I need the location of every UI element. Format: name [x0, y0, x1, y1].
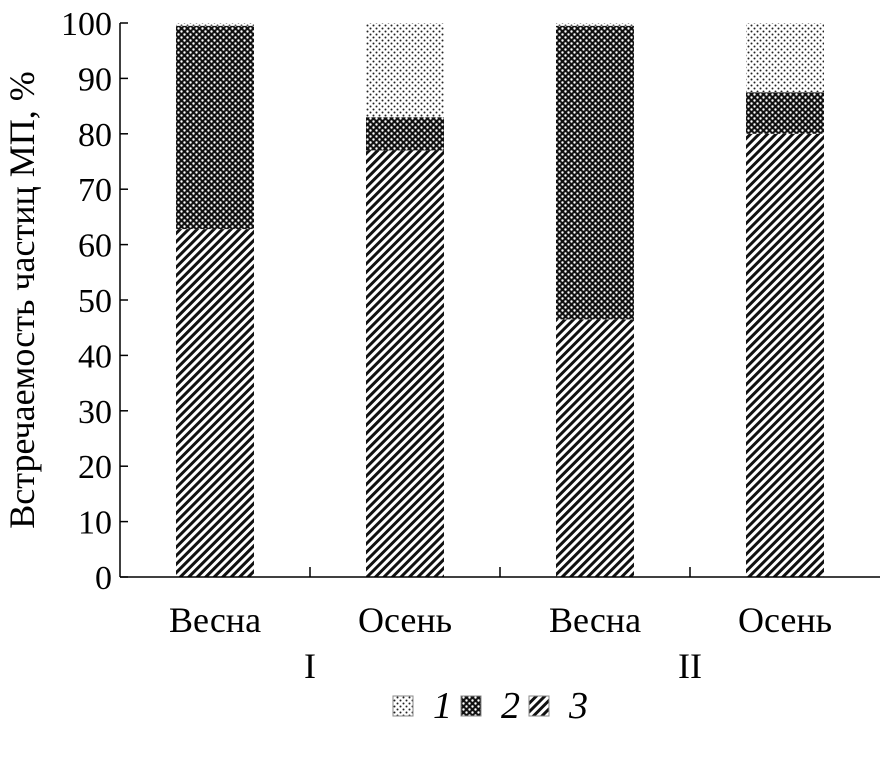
bar-segment-series-3	[746, 133, 824, 578]
x-tick-label: Весна	[169, 600, 261, 640]
y-tick-label: 80	[78, 117, 112, 154]
bar-segment-series-2	[746, 92, 824, 134]
group-label: I	[304, 646, 316, 686]
legend-label: 3	[568, 685, 588, 727]
bar-segment-series-3	[366, 150, 444, 578]
x-tick-label: Весна	[549, 600, 641, 640]
y-tick-label: 40	[78, 338, 112, 375]
y-tick-label: 20	[78, 449, 112, 486]
legend-swatch-1	[392, 695, 414, 717]
bar-segment-series-2	[556, 25, 634, 320]
legend-swatch-3	[528, 695, 550, 717]
bar-segment-series-2	[176, 25, 254, 230]
y-tick-label: 30	[78, 394, 112, 431]
bar-segment-series-2	[366, 117, 444, 151]
x-tick-label: Осень	[738, 600, 832, 640]
x-tick-label: Осень	[358, 600, 452, 640]
bar-segment-series-1	[746, 23, 824, 93]
y-tick-label: 70	[78, 172, 112, 209]
bar-segment-series-1	[556, 23, 634, 26]
bar-segment-series-1	[366, 23, 444, 118]
bar-segment-series-3	[176, 229, 254, 577]
group-label: II	[678, 646, 702, 686]
bar-segment-series-3	[556, 319, 634, 577]
y-tick-label: 60	[78, 228, 112, 265]
legend-label: 1	[433, 685, 452, 727]
y-tick-label: 0	[95, 560, 112, 597]
y-axis-label: Встречаемость частиц МП, %	[2, 71, 42, 528]
bar-segment-series-1	[176, 23, 254, 26]
legend-swatch-2	[460, 695, 482, 717]
y-tick-label: 100	[61, 6, 112, 43]
legend-label: 2	[501, 685, 520, 727]
y-tick-label: 50	[78, 283, 112, 320]
y-tick-label: 10	[78, 505, 112, 542]
y-tick-label: 90	[78, 61, 112, 98]
